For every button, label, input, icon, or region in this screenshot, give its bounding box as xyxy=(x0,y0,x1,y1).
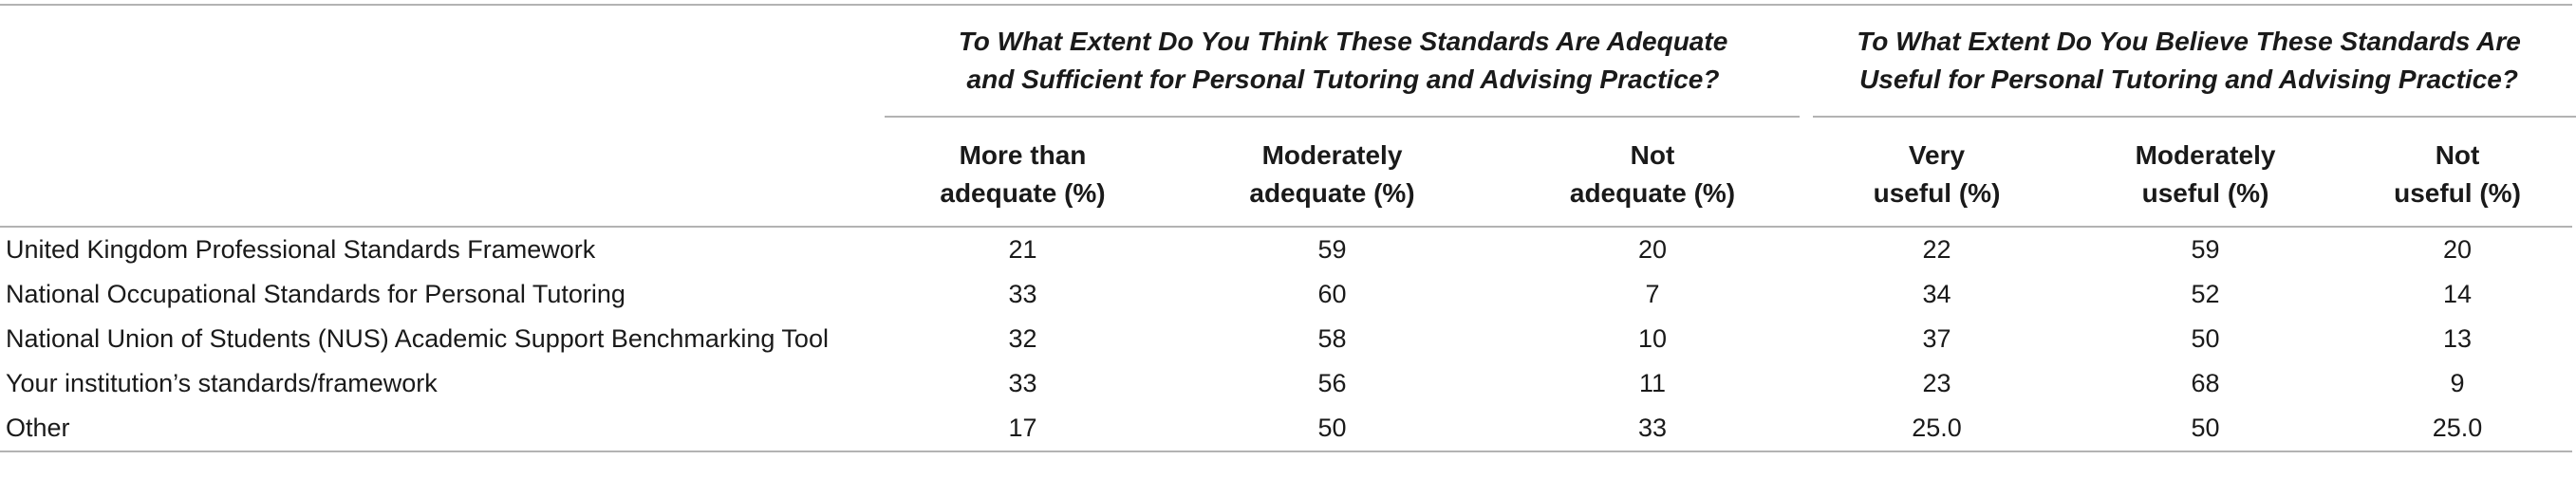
group-header-adequacy-text: To What Extent Do You Think These Standa… xyxy=(958,27,1728,94)
table-cell: 59 xyxy=(2191,235,2220,264)
table-cell: 33 xyxy=(1500,406,1806,452)
table-cell: 13 xyxy=(2443,324,2473,353)
table-cell: 22 xyxy=(1922,235,1951,264)
table-cell: 21 xyxy=(1008,235,1037,264)
table-cell: 37 xyxy=(1922,324,1951,353)
row-label: National Occupational Standards for Pers… xyxy=(6,280,625,308)
table-cell: 60 xyxy=(1317,280,1347,308)
table-cell: 23 xyxy=(1922,369,1951,397)
column-header: Not adequate (%) xyxy=(1500,120,1806,228)
group-header-row: To What Extent Do You Think These Standa… xyxy=(0,4,2573,120)
table-cell: 20 xyxy=(2443,235,2473,264)
column-header: Moderately adequate (%) xyxy=(1165,120,1500,228)
table-row: National Occupational Standards for Pers… xyxy=(0,272,2572,317)
group-underline-adequacy xyxy=(885,116,1800,118)
table-cell: 9 xyxy=(2450,369,2465,397)
stub-header xyxy=(0,4,881,120)
table-cell: 58 xyxy=(1317,324,1347,353)
group-header-adequacy: To What Extent Do You Think These Standa… xyxy=(881,4,1806,120)
table-cell: 33 xyxy=(1008,369,1037,397)
table-cell: 52 xyxy=(2191,280,2220,308)
column-header: Very useful (%) xyxy=(1805,120,2069,228)
table-cell: 7 xyxy=(1645,280,1660,308)
group-header-usefulness: To What Extent Do You Believe These Stan… xyxy=(1805,4,2573,120)
table-row: United Kingdom Professional Standards Fr… xyxy=(0,227,2572,272)
table-cell: 32 xyxy=(1008,324,1037,353)
table-cell: 68 xyxy=(2191,369,2220,397)
column-header: More than adequate (%) xyxy=(881,120,1165,228)
table-cell: 11 xyxy=(1638,369,1667,397)
row-label: United Kingdom Professional Standards Fr… xyxy=(6,235,596,264)
row-label: Your institution’s standards/framework xyxy=(6,369,438,397)
table-cell: 33 xyxy=(1008,280,1037,308)
standards-table: To What Extent Do You Think These Standa… xyxy=(0,4,2573,452)
table-cell: 50 xyxy=(2191,324,2220,353)
table-cell: 14 xyxy=(2443,280,2473,308)
table-cell: 17 xyxy=(881,406,1165,452)
table-cell: 25.0 xyxy=(1805,406,2069,452)
table-cell: 56 xyxy=(1317,369,1347,397)
table-row: Other 17 50 33 25.0 50 25.0 xyxy=(0,406,2573,452)
stub-subheader xyxy=(0,120,881,228)
table-cell: 20 xyxy=(1637,235,1668,264)
column-header: Moderately useful (%) xyxy=(2068,120,2343,228)
table-cell: 10 xyxy=(1637,324,1668,353)
table-cell: 59 xyxy=(1317,235,1347,264)
table-row: Your institution’s standards/framework 3… xyxy=(0,361,2572,406)
table-row: National Union of Students (NUS) Academi… xyxy=(0,317,2572,361)
table-body: United Kingdom Professional Standards Fr… xyxy=(0,227,2573,452)
row-label: National Union of Students (NUS) Academi… xyxy=(6,324,829,353)
row-label: Other xyxy=(0,406,881,452)
table-cell: 34 xyxy=(1922,280,1951,308)
table-cell: 25.0 xyxy=(2343,406,2573,452)
group-header-usefulness-text: To What Extent Do You Believe These Stan… xyxy=(1857,27,2521,94)
table-cell: 50 xyxy=(2068,406,2343,452)
column-header: Not useful (%) xyxy=(2343,120,2573,228)
column-header-row: More than adequate (%) Moderately adequa… xyxy=(0,120,2573,228)
table-cell: 50 xyxy=(1165,406,1500,452)
group-underline-usefulness xyxy=(1813,116,2576,118)
